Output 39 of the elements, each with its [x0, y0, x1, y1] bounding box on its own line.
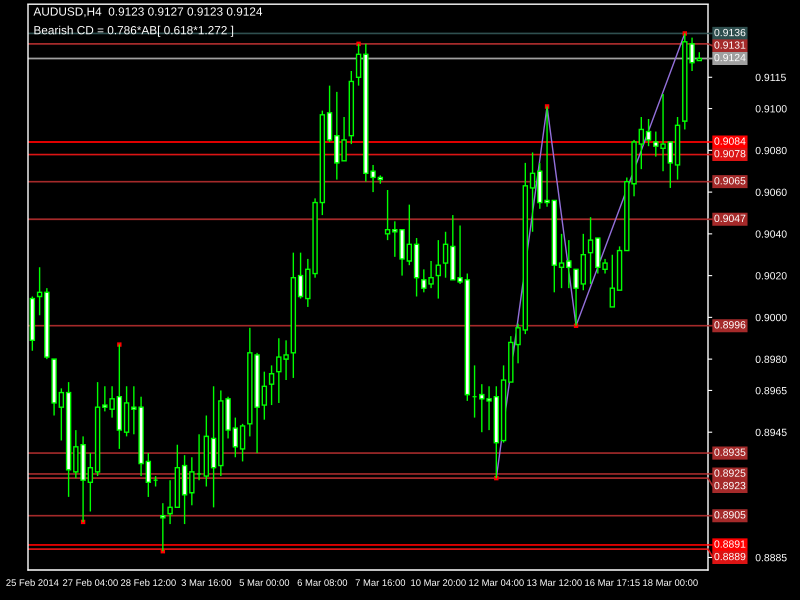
y-tick-label: 0.9080 — [756, 146, 787, 154]
y-tick-label: 0.9020 — [756, 272, 787, 280]
y-tick-label: 0.8945 — [756, 428, 787, 436]
ref-line-label: 0.9047 — [714, 214, 746, 222]
ref-line-label: 0.8905 — [714, 511, 746, 519]
text: Bearish CD = 0.786*AB[ 0.618*1.272 ] — [34, 26, 234, 37]
ref-line-label: 0.8925 — [714, 469, 746, 477]
ref-line-label: 0.9124 — [714, 54, 746, 62]
x-tick-label: 18 Mar 00:00 — [643, 579, 698, 586]
x-tick-label: 27 Feb 04:00 — [62, 579, 118, 586]
x-tick-label: 3 Mar 16:00 — [182, 579, 232, 586]
x-tick-label: 28 Feb 12:00 — [120, 579, 176, 586]
y-tick-label: 0.9000 — [756, 314, 787, 322]
y-tick-label: 0.9060 — [756, 188, 787, 196]
x-tick-label: 10 Mar 20:00 — [411, 579, 466, 586]
x-tick-label: 25 Feb 2014 — [6, 579, 59, 586]
y-tick-label: 0.9100 — [756, 105, 787, 112]
x-tick-label: 7 Mar 16:00 — [356, 579, 406, 586]
ref-line-label: 0.8891 — [714, 540, 746, 548]
ref-line-label: 0.9065 — [714, 177, 746, 184]
y-tick-label: 0.8965 — [756, 386, 787, 394]
ref-line-label: 0.9131 — [714, 41, 746, 49]
ref-line-label: 0.8996 — [714, 321, 746, 329]
ref-line-label: 0.8889 — [714, 552, 746, 560]
ref-line-label: 0.9136 — [714, 28, 746, 36]
y-tick-label: 0.8980 — [756, 356, 787, 364]
chart-title: AUDUSD,H4 0.9123 0.9127 0.9123 0.9124 — [33, 7, 262, 18]
ref-line-label: 0.8935 — [714, 448, 746, 456]
ref-line-label: 0.9078 — [714, 150, 746, 158]
x-tick-label: 6 Mar 08:00 — [298, 579, 348, 586]
ref-line-label: 0.8923 — [714, 482, 746, 490]
x-tick-label: 16 Mar 17:15 — [585, 579, 640, 586]
y-tick-label: 0.8885 — [756, 554, 787, 562]
x-tick-label: 12 Mar 04:00 — [469, 579, 524, 586]
y-tick-label: 0.9040 — [756, 230, 787, 238]
y-tick-label: 0.9115 — [756, 74, 786, 82]
ref-line-label: 0.9084 — [714, 137, 746, 145]
x-tick-label: 13 Mar 12:00 — [527, 579, 582, 586]
x-tick-label: 5 Mar 00:00 — [240, 579, 290, 586]
